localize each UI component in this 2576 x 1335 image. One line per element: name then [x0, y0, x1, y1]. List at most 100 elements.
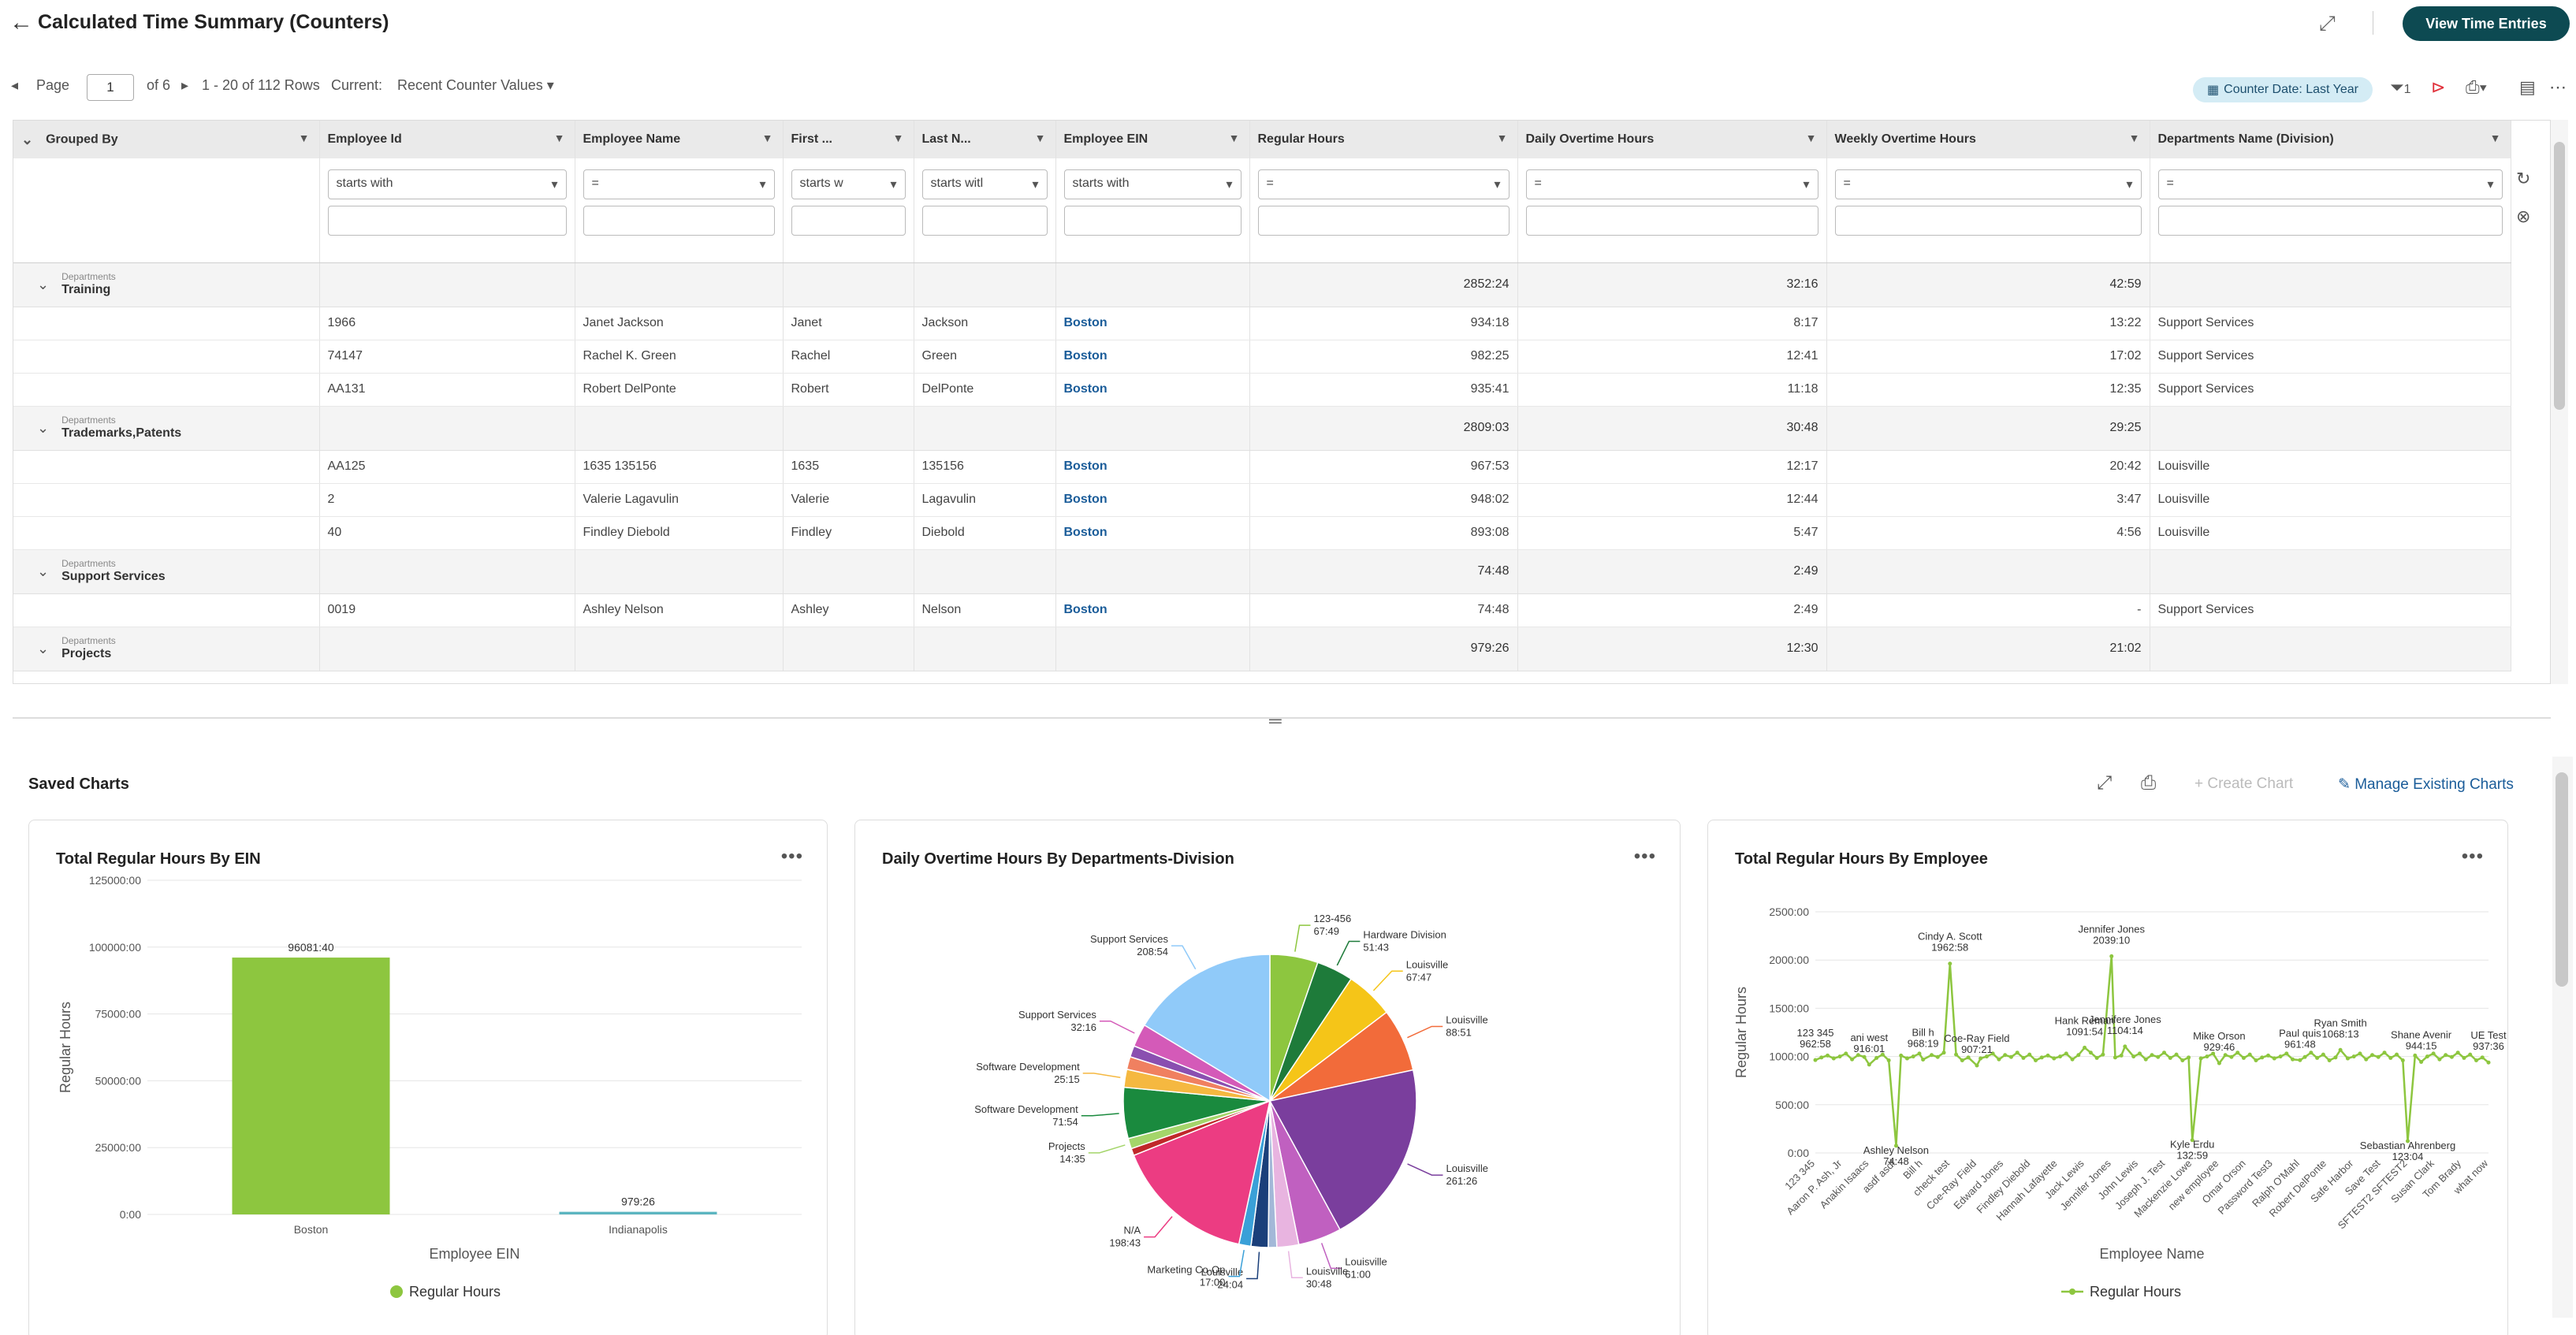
data-point[interactable]: [2241, 1055, 2246, 1060]
table-row[interactable]: 0019 Ashley Nelson Ashley Nelson Boston 74:48…: [13, 593, 2511, 627]
next-page-icon[interactable]: ▸: [181, 77, 189, 93]
column-header[interactable]: Daily Overtime Hours ▼: [1517, 121, 1827, 158]
chart-menu-icon[interactable]: •••: [1633, 846, 1656, 867]
data-point[interactable]: [1997, 1057, 2001, 1062]
column-settings-icon[interactable]: ▤: [2519, 77, 2536, 97]
data-point[interactable]: [2413, 1053, 2418, 1058]
series-line[interactable]: [1815, 956, 2489, 1146]
data-point[interactable]: [2462, 1055, 2466, 1060]
data-point[interactable]: [2437, 1057, 2442, 1062]
ein-cell[interactable]: Boston: [1055, 450, 1250, 484]
data-point[interactable]: [2168, 1055, 2172, 1060]
column-header[interactable]: Departments Name (Division) ▼: [2150, 121, 2511, 158]
data-point[interactable]: [2260, 1055, 2265, 1060]
expand-icon[interactable]: ⤢: [2319, 11, 2336, 35]
data-point[interactable]: [2272, 1056, 2276, 1061]
print-icon[interactable]: ⎙: [2141, 772, 2157, 794]
data-point[interactable]: [1935, 1054, 1940, 1059]
data-point[interactable]: [2278, 1054, 2283, 1059]
bar[interactable]: [559, 1211, 717, 1214]
data-point[interactable]: [1886, 1058, 1891, 1062]
data-point[interactable]: [2180, 1058, 2185, 1062]
data-point[interactable]: [2109, 954, 2114, 958]
data-point[interactable]: [2358, 1051, 2362, 1056]
data-point[interactable]: [2333, 1055, 2338, 1060]
data-point[interactable]: [2033, 1058, 2038, 1062]
data-point[interactable]: [2015, 1051, 2019, 1055]
filter-operator-select[interactable]: =: [1834, 169, 2142, 199]
data-point[interactable]: [2266, 1053, 2271, 1058]
data-point[interactable]: [2131, 1054, 2136, 1059]
data-point[interactable]: [2376, 1054, 2381, 1059]
chevron-down-icon[interactable]: ⌄: [37, 276, 50, 292]
data-point[interactable]: [2217, 1061, 2221, 1065]
filter-value-input[interactable]: [583, 206, 775, 236]
data-point[interactable]: [1880, 1052, 1885, 1057]
filter-operator-select[interactable]: =: [2157, 169, 2503, 199]
data-point[interactable]: [2162, 1051, 2167, 1055]
column-header[interactable]: Regular Hours ▼: [1249, 121, 1518, 158]
data-point[interactable]: [2113, 1055, 2117, 1060]
filter-value-input[interactable]: [1525, 206, 1818, 236]
data-point[interactable]: [1917, 1051, 1922, 1056]
column-menu-icon[interactable]: ▼: [892, 132, 904, 144]
bar[interactable]: [232, 958, 390, 1214]
data-point[interactable]: [2254, 1058, 2258, 1062]
ein-link[interactable]: Boston: [1063, 493, 1107, 506]
data-point[interactable]: [1856, 1053, 1860, 1058]
data-point[interactable]: [2345, 1056, 2350, 1061]
counter-date-chip[interactable]: ▦ Counter Date: Last Year: [2193, 77, 2373, 102]
data-point[interactable]: [1966, 1055, 1971, 1060]
ein-cell[interactable]: Boston: [1055, 593, 1250, 627]
group-row[interactable]: ⌄ Departments Support Services 74:48 2:49: [13, 549, 2511, 594]
data-point[interactable]: [2364, 1057, 2369, 1062]
data-point[interactable]: [1921, 1058, 1926, 1062]
data-point[interactable]: [2156, 1054, 2161, 1059]
data-point[interactable]: [2455, 1051, 2460, 1055]
filter-operator-select[interactable]: starts w: [791, 169, 906, 199]
clear-filter-icon[interactable]: ⊳: [2431, 77, 2446, 97]
data-point[interactable]: [1819, 1055, 1824, 1060]
table-row[interactable]: 40 Findley Diebold Findley Diebold Boston 893…: [13, 516, 2511, 550]
data-point[interactable]: [2474, 1058, 2478, 1062]
filter-value-input[interactable]: [327, 206, 567, 236]
data-point[interactable]: [2486, 1060, 2491, 1065]
data-point[interactable]: [2027, 1052, 2032, 1057]
data-point[interactable]: [2395, 1052, 2399, 1057]
ein-link[interactable]: Boston: [1063, 382, 1107, 396]
column-header[interactable]: Employee Id ▼: [319, 121, 575, 158]
data-point[interactable]: [1948, 961, 1952, 966]
data-point[interactable]: [2425, 1054, 2429, 1059]
create-chart-button[interactable]: + Create Chart: [2194, 775, 2294, 792]
ein-link[interactable]: Boston: [1063, 603, 1107, 616]
view-time-entries-button[interactable]: View Time Entries: [2403, 6, 2570, 41]
data-point[interactable]: [1874, 1055, 1879, 1060]
pane-splitter[interactable]: [13, 717, 2551, 719]
data-point[interactable]: [2369, 1053, 2374, 1058]
data-point[interactable]: [2052, 1056, 2057, 1061]
ein-link[interactable]: Boston: [1063, 526, 1107, 539]
group-row[interactable]: ⌄ Departments Projects 979:26 12:30 21:02: [13, 627, 2511, 671]
column-header[interactable]: Employee EIN ▼: [1055, 121, 1250, 158]
data-point[interactable]: [2094, 1055, 2099, 1060]
chevron-down-icon[interactable]: ⌄: [37, 419, 50, 436]
data-point[interactable]: [2174, 1052, 2179, 1057]
column-header[interactable]: ⌄ Grouped By ▼: [13, 121, 320, 158]
data-point[interactable]: [2088, 1051, 2093, 1055]
data-point[interactable]: [2223, 1053, 2228, 1058]
data-point[interactable]: [2229, 1054, 2234, 1059]
data-point[interactable]: [1979, 1056, 1983, 1061]
column-header[interactable]: Employee Name ▼: [575, 121, 784, 158]
filter-operator-select[interactable]: starts witl: [921, 169, 1048, 199]
ein-cell[interactable]: Boston: [1055, 307, 1250, 340]
export-icon[interactable]: ⎙▾: [2466, 77, 2487, 97]
column-header[interactable]: First ... ▼: [783, 121, 914, 158]
data-point[interactable]: [2150, 1053, 2154, 1058]
data-point[interactable]: [2327, 1058, 2332, 1062]
fullscreen-icon[interactable]: ⤢: [2097, 772, 2113, 794]
filter-value-input[interactable]: [921, 206, 1048, 236]
table-row[interactable]: 1966 Janet Jackson Janet Jackson Boston 934:1…: [13, 307, 2511, 340]
data-point[interactable]: [2039, 1055, 2044, 1060]
filter-operator-select[interactable]: =: [1525, 169, 1818, 199]
data-point[interactable]: [2431, 1051, 2436, 1056]
